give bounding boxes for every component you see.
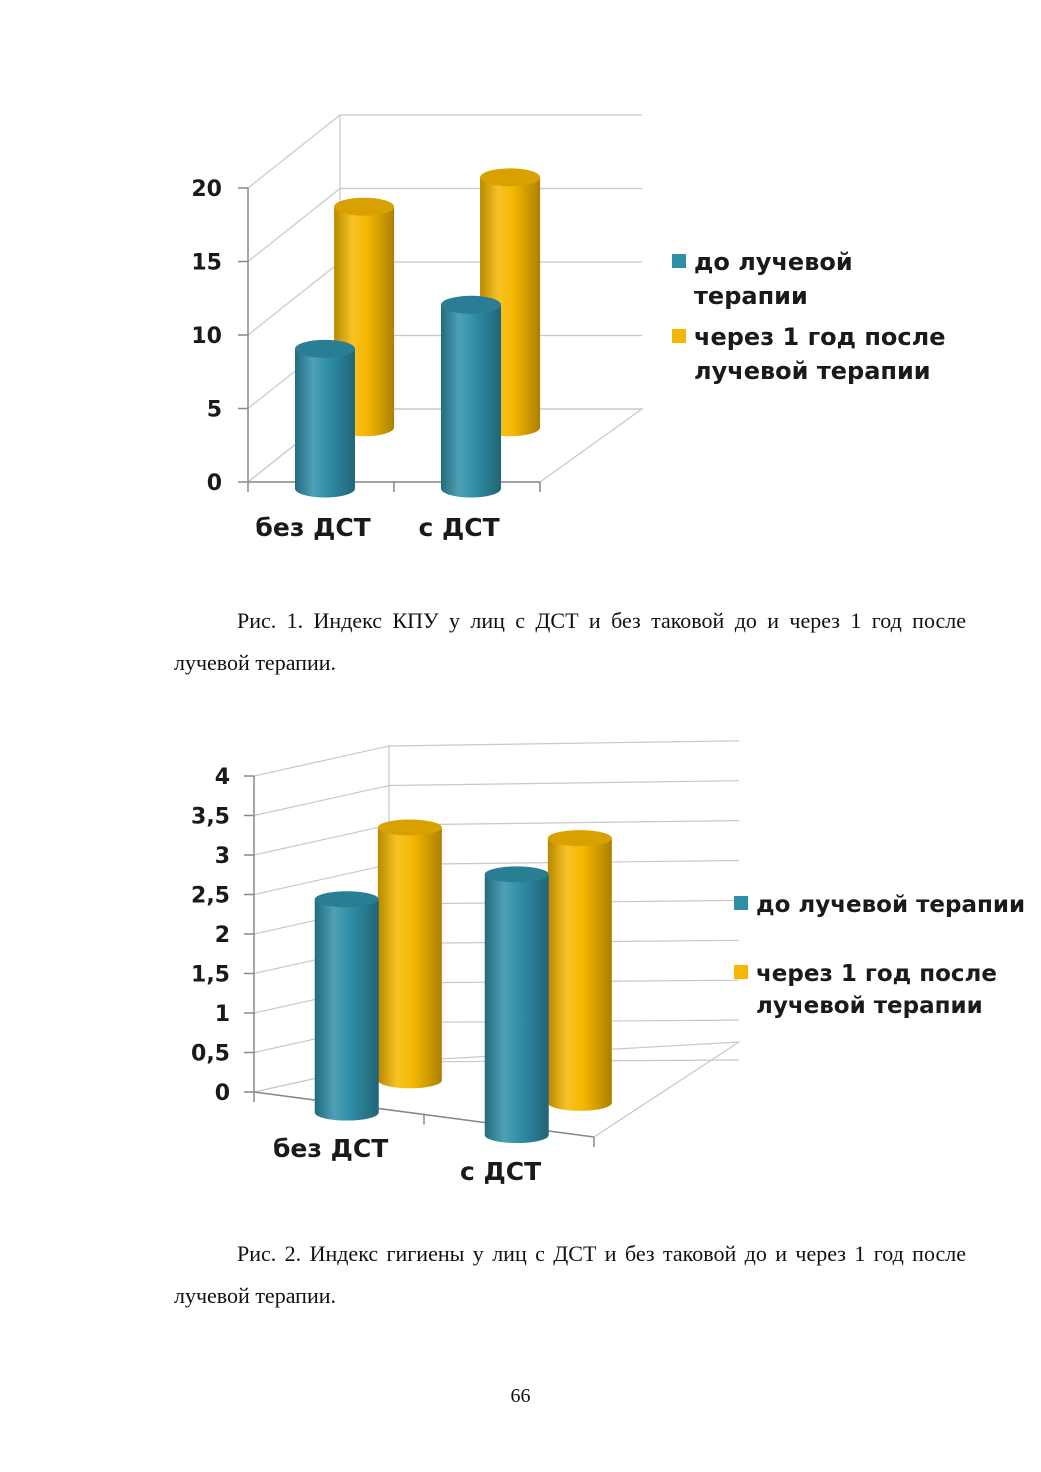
bar-body [294, 348, 355, 498]
y-tick-label: 5 [207, 398, 222, 423]
figure-1-caption: Рис. 1. Индекс КПУ у лиц с ДСТ и без так… [174, 608, 966, 675]
bar-body [440, 304, 501, 498]
bar-1-0-0 [314, 891, 379, 1121]
y-tick-label: 0 [215, 1081, 230, 1106]
bar-body [484, 874, 549, 1144]
back-gridline [388, 780, 740, 787]
y-tick-label: 15 [191, 251, 222, 276]
legend-label: до лучевой [694, 248, 853, 276]
bar-body [314, 899, 379, 1121]
bar-top [484, 866, 549, 883]
side-gridline [253, 745, 390, 777]
x-category-label: с ДСТ [418, 513, 499, 542]
bar-top [440, 295, 501, 314]
bar-1-1-1 [547, 830, 612, 1111]
y-tick-label: 4 [215, 765, 230, 790]
bar-0-0-0 [294, 339, 355, 498]
y-tick-label: 0,5 [191, 1042, 230, 1067]
legend-swatch [672, 329, 686, 343]
y-tick-label: 2,5 [191, 884, 230, 909]
figure-2-caption: Рис. 2. Индекс гигиены у лиц с ДСТ и без… [174, 1241, 966, 1308]
legend-label: до лучевой терапии [756, 892, 1025, 918]
chart-hygiene-index: 0 0,5 1 1,5 2 2,5 3 3,5 4 без ДСТ с ДСТ до лучевой … [191, 740, 1025, 1186]
side-gridline [247, 261, 341, 336]
y-tick-label: 2 [215, 923, 230, 948]
y-tick-label: 20 [191, 177, 222, 202]
y-tick-label: 1 [215, 1002, 230, 1027]
bar-1-1-0 [377, 819, 442, 1089]
bar-top [377, 819, 442, 836]
legend-label: лучевой терапии [694, 357, 931, 385]
legend-swatch [734, 896, 748, 910]
legend-swatch [672, 254, 686, 268]
side-gridline [253, 784, 390, 817]
bar-0-0-1 [440, 295, 501, 498]
bar-top [294, 339, 355, 358]
legend-label: лучевой терапии [756, 993, 983, 1019]
y-tick-label: 3 [215, 844, 230, 869]
y-tick-label: 0 [207, 471, 222, 496]
y-tick-label: 3,5 [191, 805, 230, 830]
x-category-label: без ДСТ [273, 1134, 388, 1163]
x-category-label: без ДСТ [255, 513, 370, 542]
x-category-label: с ДСТ [460, 1157, 541, 1186]
back-gridline [388, 740, 740, 747]
side-gridline [253, 824, 390, 856]
bar-top [547, 830, 612, 847]
bar-top [334, 197, 395, 216]
legend-label: через 1 год после [694, 323, 945, 351]
back-gridline [388, 820, 740, 826]
side-gridline [247, 114, 341, 189]
chart-kpu-index: 0 5 10 15 20 без ДСТ с ДСТ до лучевой терапии чер… [191, 114, 945, 542]
bar-1-0-1 [484, 866, 549, 1144]
bar-body [547, 838, 612, 1111]
legend-swatch [734, 965, 748, 979]
y-tick-label: 10 [191, 324, 222, 349]
side-gridline [247, 188, 341, 262]
page-number: 66 [510, 1385, 531, 1407]
bar-top [480, 168, 541, 187]
y-tick-label: 1,5 [191, 963, 230, 988]
side-gridline [253, 863, 390, 896]
bar-top [314, 891, 379, 908]
legend-label: терапии [694, 282, 808, 310]
bar-body [377, 827, 442, 1089]
legend-label: через 1 год после [756, 961, 997, 987]
